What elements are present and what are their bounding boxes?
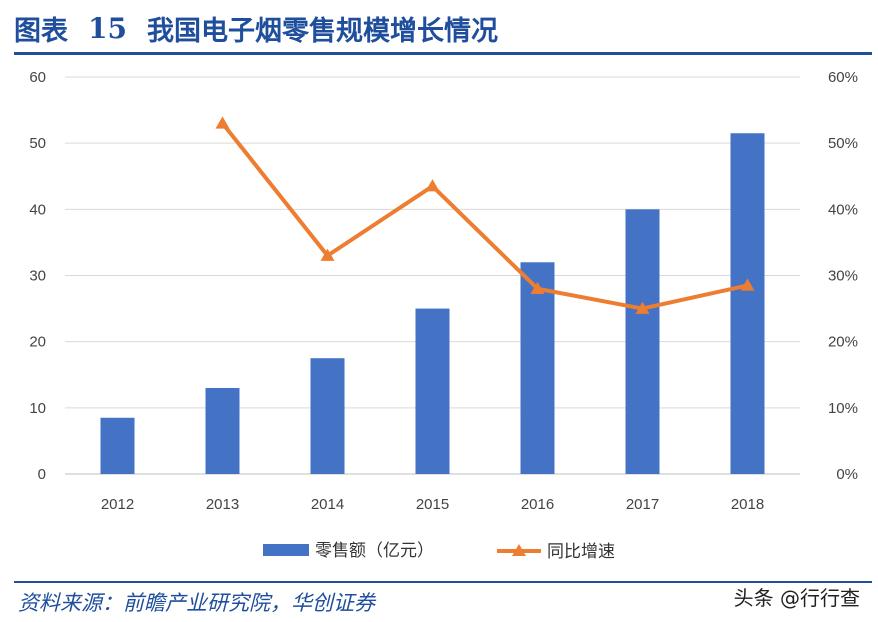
- legend: 零售额（亿元） 同比增速: [263, 541, 615, 562]
- legend-swatch-bar: [263, 544, 309, 556]
- source-rule: [14, 581, 872, 583]
- y-left-tick-label: 0: [38, 466, 46, 483]
- line-point: [320, 248, 335, 261]
- y-left-tick-label: 20: [29, 334, 46, 351]
- line-point: [635, 301, 650, 314]
- growth-line: [220, 122, 748, 311]
- figure-title: 图表 15 我国电子烟零售规模增长情况: [14, 6, 498, 50]
- x-tick-label: 2017: [626, 496, 659, 513]
- y-right-tick-label: 50%: [828, 135, 858, 152]
- y-axis-left: 0 10 20 30 40 50 60: [29, 69, 46, 483]
- bar-series: [100, 133, 765, 475]
- line-point: [425, 179, 440, 192]
- bar: [100, 417, 135, 474]
- figure-label: 图表: [14, 15, 68, 47]
- y-left-tick-label: 30: [29, 268, 46, 285]
- bar: [205, 387, 240, 474]
- x-tick-label: 2013: [206, 496, 239, 513]
- y-axis-right: 0% 10% 20% 30% 40% 50% 60%: [828, 69, 858, 483]
- y-right-tick-label: 40%: [828, 201, 858, 218]
- y-left-tick-label: 50: [29, 135, 46, 152]
- figure-title-text: 我国电子烟零售规模增长情况: [146, 15, 498, 47]
- bar: [415, 308, 450, 474]
- y-right-tick-label: 30%: [828, 268, 858, 285]
- source-note: 资料来源：前瞻产业研究院，华创证券: [18, 591, 375, 615]
- y-right-tick-label: 60%: [828, 69, 858, 86]
- x-axis: 2012 2013 2014 2015 2016 2017 2018: [101, 496, 764, 513]
- line-point: [215, 116, 230, 129]
- y-left-tick-label: 10: [29, 400, 46, 417]
- title-rule: [14, 52, 872, 55]
- x-tick-label: 2014: [311, 496, 344, 513]
- bar: [730, 133, 765, 474]
- legend-label-bar: 零售额（亿元）: [315, 541, 434, 561]
- watermark: 头条 @行行查: [733, 586, 860, 610]
- x-tick-label: 2018: [731, 496, 764, 513]
- x-tick-label: 2015: [416, 496, 449, 513]
- line-point: [530, 281, 545, 294]
- y-left-tick-label: 60: [29, 69, 46, 86]
- bar: [520, 262, 555, 474]
- legend-marker: [512, 544, 526, 556]
- line-series: [215, 116, 755, 314]
- figure-number: 15: [88, 11, 127, 45]
- line-point: [740, 278, 755, 291]
- bar: [310, 358, 345, 474]
- y-left-tick-label: 40: [29, 201, 46, 218]
- y-right-tick-label: 20%: [828, 334, 858, 351]
- bar: [625, 209, 660, 475]
- x-tick-label: 2016: [521, 496, 554, 513]
- x-tick-label: 2012: [101, 496, 134, 513]
- legend-label-line: 同比增速: [547, 542, 615, 562]
- y-right-tick-label: 10%: [828, 400, 858, 417]
- y-right-tick-label: 0%: [836, 466, 858, 483]
